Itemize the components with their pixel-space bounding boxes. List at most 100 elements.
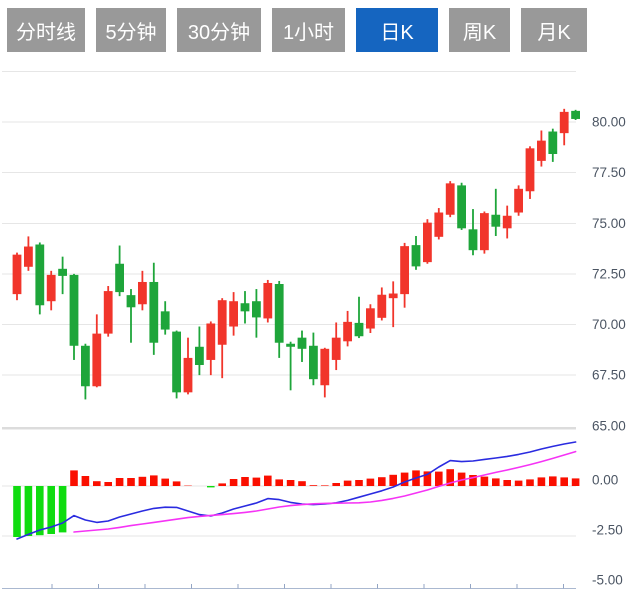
candle-down [571, 110, 580, 119]
candle-up [331, 337, 341, 360]
candle-down [126, 295, 136, 308]
hist-bar-up [309, 485, 318, 486]
dea-line [73, 450, 577, 533]
candle-wick [494, 188, 497, 237]
price-tick-label: 72.50 [592, 266, 626, 281]
hist-bar-up [298, 481, 306, 486]
tab-1小时[interactable]: 1小时 [272, 8, 345, 52]
hist-bar-up [161, 478, 169, 486]
tab-5分钟[interactable]: 5分钟 [96, 8, 166, 52]
candle-up [46, 274, 56, 302]
candle-down [81, 345, 90, 387]
hist-bar-up [127, 478, 135, 486]
candle-down [309, 345, 318, 380]
price-tick-label: 75.00 [592, 216, 626, 231]
tab-30分钟[interactable]: 30分钟 [177, 8, 261, 52]
macd-axis-labels: 0.00 -2.50 -5.00 [592, 473, 623, 588]
hist-bar-up [526, 479, 534, 486]
candle-up [92, 333, 102, 387]
macd-histogram [13, 469, 580, 537]
macd-tick-label: 0.00 [592, 473, 618, 488]
hist-bar-up [218, 483, 226, 486]
candle-up [229, 301, 238, 327]
hist-bar-up [321, 485, 329, 486]
hist-bar-down [36, 486, 44, 536]
tab-周K[interactable]: 周K [449, 8, 510, 52]
candle-up [103, 291, 113, 334]
candle-down [354, 322, 364, 337]
candle-down [240, 303, 250, 312]
hist-bar-up [275, 479, 283, 486]
candle-up [320, 348, 330, 386]
macd-gridlines [2, 485, 576, 537]
hist-bar-up [389, 474, 397, 486]
candle-up [388, 293, 398, 299]
hist-bar-up [423, 471, 432, 486]
candle-up [537, 140, 546, 161]
candle-down [252, 301, 261, 318]
hist-bar-up [264, 475, 272, 486]
hist-bar-up [150, 475, 158, 486]
candle-up [525, 148, 535, 192]
candle-down [548, 131, 558, 154]
candle-up [24, 246, 33, 267]
candle-down [286, 343, 295, 347]
candle-down [69, 274, 79, 346]
hist-bar-up [343, 480, 352, 486]
price-tick-label: 65.00 [592, 418, 626, 433]
hist-bar-up [400, 472, 409, 486]
hist-bar-up [378, 477, 386, 486]
candle-up [559, 111, 569, 134]
candle-up [514, 188, 523, 213]
hist-bar-up [93, 481, 101, 486]
candle-down [115, 263, 124, 293]
candle-down [297, 337, 307, 349]
hist-bar-down [13, 486, 21, 537]
candle-down [411, 245, 421, 267]
hist-bar-down [47, 486, 55, 534]
price-tick-label: 80.00 [592, 115, 626, 130]
hist-bar-up [503, 480, 511, 486]
candle-up [434, 212, 444, 237]
hist-bar-up [241, 477, 249, 486]
hist-bar-up [446, 469, 454, 486]
hist-bar-up [332, 483, 340, 486]
candle-up [12, 254, 22, 295]
tab-日K[interactable]: 日K [356, 8, 438, 52]
candle-wick [130, 289, 132, 343]
candle-wick [289, 341, 292, 391]
hist-bar-up [366, 478, 375, 486]
price-tick-label: 77.50 [592, 165, 626, 180]
candle-down [35, 244, 45, 306]
hist-bar-up [571, 478, 580, 486]
hist-bar-up [492, 478, 500, 486]
candle-up [445, 183, 455, 215]
candle-up [480, 213, 489, 251]
candle-up [183, 357, 193, 393]
candle-down [172, 331, 181, 393]
hist-bar-up [81, 476, 90, 486]
price-tick-label: 70.00 [592, 317, 626, 332]
tab-月K[interactable]: 月K [521, 8, 587, 52]
candle-down [274, 284, 284, 343]
candle-down [195, 346, 204, 365]
hist-bar-down [58, 486, 67, 533]
hist-bar-up [537, 477, 546, 486]
candle-down [149, 281, 159, 343]
x-axis [2, 584, 576, 590]
price-axis-labels: 80.00 77.50 75.00 72.50 70.00 67.50 65.00 [592, 115, 626, 434]
hist-bar-up [115, 478, 124, 486]
interval-tab-bar: 分时线 5分钟 30分钟 1小时 日K 周K 月K [7, 8, 587, 52]
hist-bar-up [252, 477, 261, 486]
candle-up [206, 323, 216, 360]
candle-up [138, 281, 147, 305]
candlestick-series [12, 108, 580, 400]
hist-bar-up [172, 481, 181, 486]
tab-分时线[interactable]: 分时线 [7, 8, 85, 52]
candle-down [58, 268, 67, 276]
macd-tick-label: -2.50 [592, 523, 623, 538]
candle-wick [358, 296, 360, 339]
hist-bar-up [70, 470, 78, 486]
